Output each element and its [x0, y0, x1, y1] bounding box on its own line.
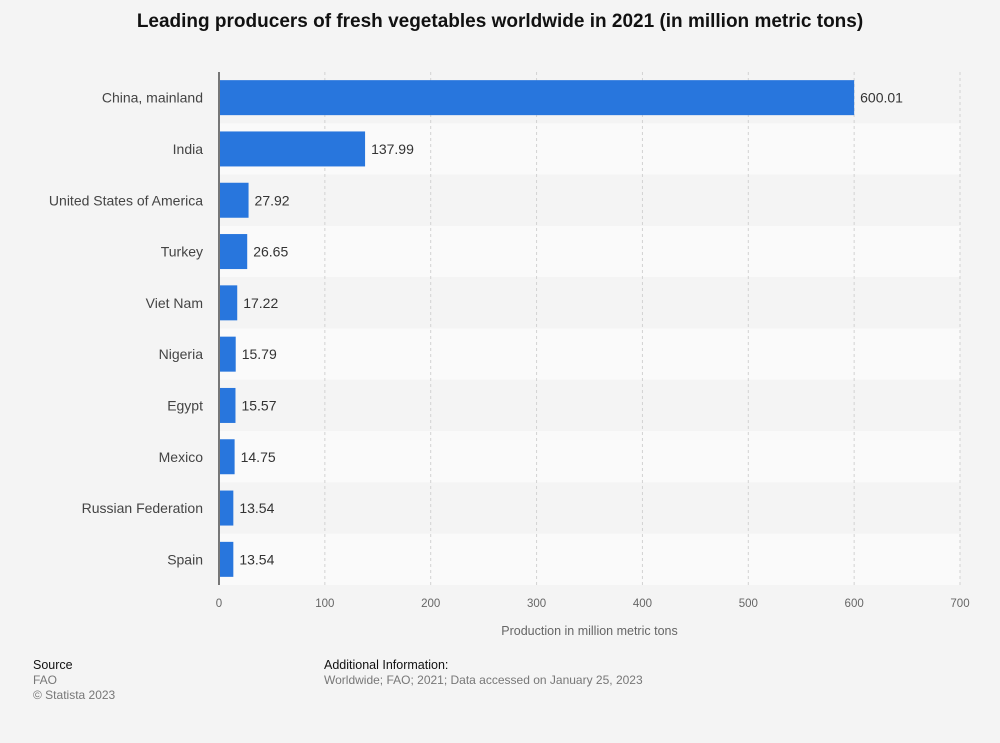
bar — [220, 541, 234, 577]
x-tick-label: 500 — [739, 598, 758, 610]
data-label: 15.57 — [241, 397, 276, 413]
x-tick-label: 0 — [216, 598, 222, 610]
row-band — [219, 277, 960, 329]
category-label: Viet Nam — [146, 295, 203, 311]
x-tick-label: 400 — [633, 598, 652, 610]
data-label: 26.65 — [253, 244, 288, 260]
category-label: Spain — [167, 551, 203, 567]
row-band — [219, 328, 960, 380]
source-section: Source FAO © Statista 2023 — [33, 658, 115, 703]
data-label: 15.79 — [242, 346, 277, 362]
copyright-text: © Statista 2023 — [33, 688, 116, 702]
data-label: 137.99 — [371, 141, 414, 157]
category-label: China, mainland — [102, 90, 203, 106]
data-label: 13.54 — [239, 500, 274, 516]
data-label: 600.01 — [860, 90, 903, 106]
x-tick-label: 300 — [527, 598, 546, 610]
additional-info-text: Worldwide; FAO; 2021; Data accessed on J… — [324, 673, 643, 687]
category-label: Egypt — [167, 397, 203, 413]
bar — [220, 285, 238, 321]
x-tick-label: 100 — [315, 598, 334, 610]
bar — [220, 131, 366, 167]
bar — [220, 234, 248, 270]
source-heading: Source — [33, 658, 73, 672]
x-tick-label: 600 — [845, 598, 864, 610]
x-tick-label: 200 — [421, 598, 440, 610]
row-band — [219, 174, 960, 226]
bar — [220, 80, 855, 116]
data-label: 14.75 — [241, 449, 276, 465]
data-label: 17.22 — [243, 295, 278, 311]
row-band — [219, 533, 960, 585]
category-label: Turkey — [161, 244, 203, 260]
category-label: India — [173, 141, 204, 157]
source-text[interactable]: FAO — [33, 673, 58, 687]
category-label: Russian Federation — [82, 500, 203, 516]
row-band — [219, 431, 960, 483]
row-band — [219, 225, 960, 278]
data-label: 27.92 — [255, 192, 290, 208]
x-tick-label: 700 — [950, 598, 969, 610]
category-label: Mexico — [159, 449, 204, 465]
category-label: Nigeria — [159, 346, 204, 362]
bar — [220, 182, 249, 218]
data-label: 13.54 — [239, 551, 274, 567]
bar — [220, 439, 235, 475]
bar — [220, 336, 236, 372]
additional-info-section: Additional Information: Worldwide; FAO; … — [324, 658, 643, 688]
bar — [220, 490, 234, 526]
row-band — [219, 482, 960, 534]
x-axis-title: Production in million metric tons — [501, 624, 677, 638]
bar — [220, 387, 236, 423]
row-band — [219, 379, 960, 432]
category-label: United States of America — [49, 192, 203, 208]
chart-title: Leading producers of fresh vegetables wo… — [136, 11, 864, 32]
additional-info-heading: Additional Information: — [324, 658, 449, 672]
